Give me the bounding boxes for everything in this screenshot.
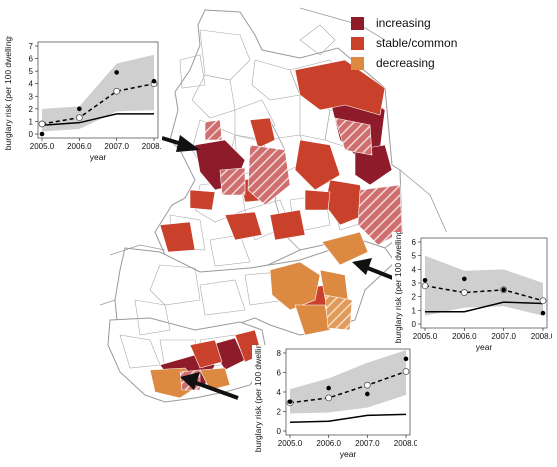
x-tick-label: 2008.0 (142, 142, 162, 151)
y-tick-label: 2 (29, 105, 34, 114)
y-tick-label: 2 (412, 293, 417, 302)
legend-swatch-increasing (351, 16, 364, 30)
y-tick-label: 4 (412, 265, 417, 274)
inset-chart-north: 2005.0 2006.0 2007.0 2008.0 0 1 2 3 4 5 6 7 year burg… (2, 36, 162, 164)
inset-chart-svg: 2005.0 2006.0 2007.0 2008.0 0 1 2 3 4 5 6 year burgl… (393, 232, 552, 352)
prediction-band (42, 54, 154, 132)
y-tick-label: 0 (29, 130, 34, 139)
series-line-solid (41, 113, 154, 126)
y-axis-title: burglary risk (per 100 dwellings) (393, 232, 403, 343)
y-tick-label: 4 (277, 388, 282, 397)
x-axis-title: year (90, 152, 107, 162)
legend-item: stable/common (351, 33, 457, 53)
x-axis-title: year (476, 342, 493, 352)
series-line-dashed (289, 370, 407, 404)
data-point-observed (462, 276, 467, 282)
data-point-observed (403, 356, 409, 362)
x-tick-label: 2008.0 (531, 332, 552, 341)
x-tick-label: 2006.0 (67, 142, 92, 151)
arrow-east (352, 258, 399, 282)
data-point-open (460, 289, 468, 296)
y-tick-label: 3 (29, 92, 34, 101)
series-line-dashed (424, 284, 544, 302)
data-point-open (539, 297, 547, 305)
inset-chart-east: 2005.0 2006.0 2007.0 2008.0 0 1 2 3 4 5 6 year burgl… (392, 232, 552, 362)
y-tick-label: 5 (29, 67, 34, 76)
data-point-open (325, 394, 333, 402)
legend-label: decreasing (376, 56, 435, 70)
x-tick-label: 2005.0 (278, 439, 303, 448)
data-point-observed (540, 310, 546, 316)
legend-swatch-decreasing (351, 56, 364, 70)
series-line-solid (289, 413, 407, 423)
data-point-open (363, 381, 371, 389)
y-tick-label: 5 (412, 252, 417, 261)
y-tick-label: 0 (277, 427, 282, 436)
x-tick-label: 2005.0 (30, 142, 55, 151)
y-tick-label: 6 (29, 55, 34, 64)
arrow-south (180, 372, 239, 400)
prediction-band (290, 350, 406, 414)
x-tick-label: 2007.0 (355, 439, 380, 448)
x-tick-label: 2007.0 (104, 142, 129, 151)
data-point-open (75, 114, 83, 122)
data-point-observed (77, 106, 82, 112)
data-point-observed (365, 391, 370, 397)
legend-item: increasing (351, 13, 457, 33)
map-hatched-areas (179, 117, 403, 391)
data-point-observed (287, 399, 293, 405)
x-tick-label: 2008.0 (394, 439, 417, 448)
legend-item: decreasing (351, 53, 457, 73)
data-point-open (402, 368, 410, 375)
y-tick-label: 6 (277, 369, 282, 378)
data-point-observed (422, 277, 428, 283)
data-point-open (421, 282, 429, 290)
y-tick-label: 3 (412, 279, 417, 288)
y-tick-label: 8 (277, 349, 282, 358)
legend: increasing stable/common decreasing (351, 13, 457, 73)
y-tick-label: 0 (412, 320, 417, 329)
arrow-north (161, 135, 200, 152)
prediction-band (425, 255, 543, 316)
legend-label: increasing (376, 16, 431, 30)
series-line-solid (425, 301, 544, 313)
y-tick-label: 1 (412, 306, 417, 315)
inset-chart-south: 2005.0 2006.0 2007.0 2008.0 0 2 4 6 8 year burglar… (252, 345, 417, 465)
y-tick-label: 2 (277, 408, 282, 417)
inset-chart-svg: 2005.0 2006.0 2007.0 2008.0 0 2 4 6 8 year burglar… (253, 345, 417, 459)
data-point-open (113, 87, 121, 95)
x-tick-label: 2006.0 (452, 332, 477, 341)
y-tick-label: 6 (412, 238, 417, 247)
legend-label: stable/common (376, 36, 458, 50)
y-tick-label: 4 (29, 80, 34, 89)
data-point-observed (39, 131, 45, 137)
data-point-observed (114, 70, 119, 75)
plot-frame (37, 41, 159, 139)
inset-chart-svg: 2005.0 2006.0 2007.0 2008.0 0 1 2 3 4 5 6 7 year burg… (3, 36, 162, 162)
data-point-observed (326, 385, 331, 391)
data-point-observed (501, 287, 506, 293)
map-arrows (161, 135, 399, 400)
y-tick-label: 7 (29, 42, 34, 51)
y-axis-title: burglary risk (per 100 dwellings) (3, 36, 13, 150)
y-tick-label: 1 (29, 117, 34, 126)
data-point-open (38, 120, 46, 128)
legend-swatch-stable (351, 36, 364, 50)
x-tick-label: 2006.0 (316, 439, 341, 448)
y-axis-title: burglary risk (per 100 dwellings) (253, 345, 263, 452)
x-tick-label: 2005.0 (413, 332, 438, 341)
x-axis-title: year (340, 449, 357, 459)
x-tick-label: 2007.0 (491, 332, 516, 341)
map-decreasing-areas (149, 231, 369, 399)
data-point-observed (151, 78, 157, 84)
map-stable-areas (159, 59, 386, 369)
